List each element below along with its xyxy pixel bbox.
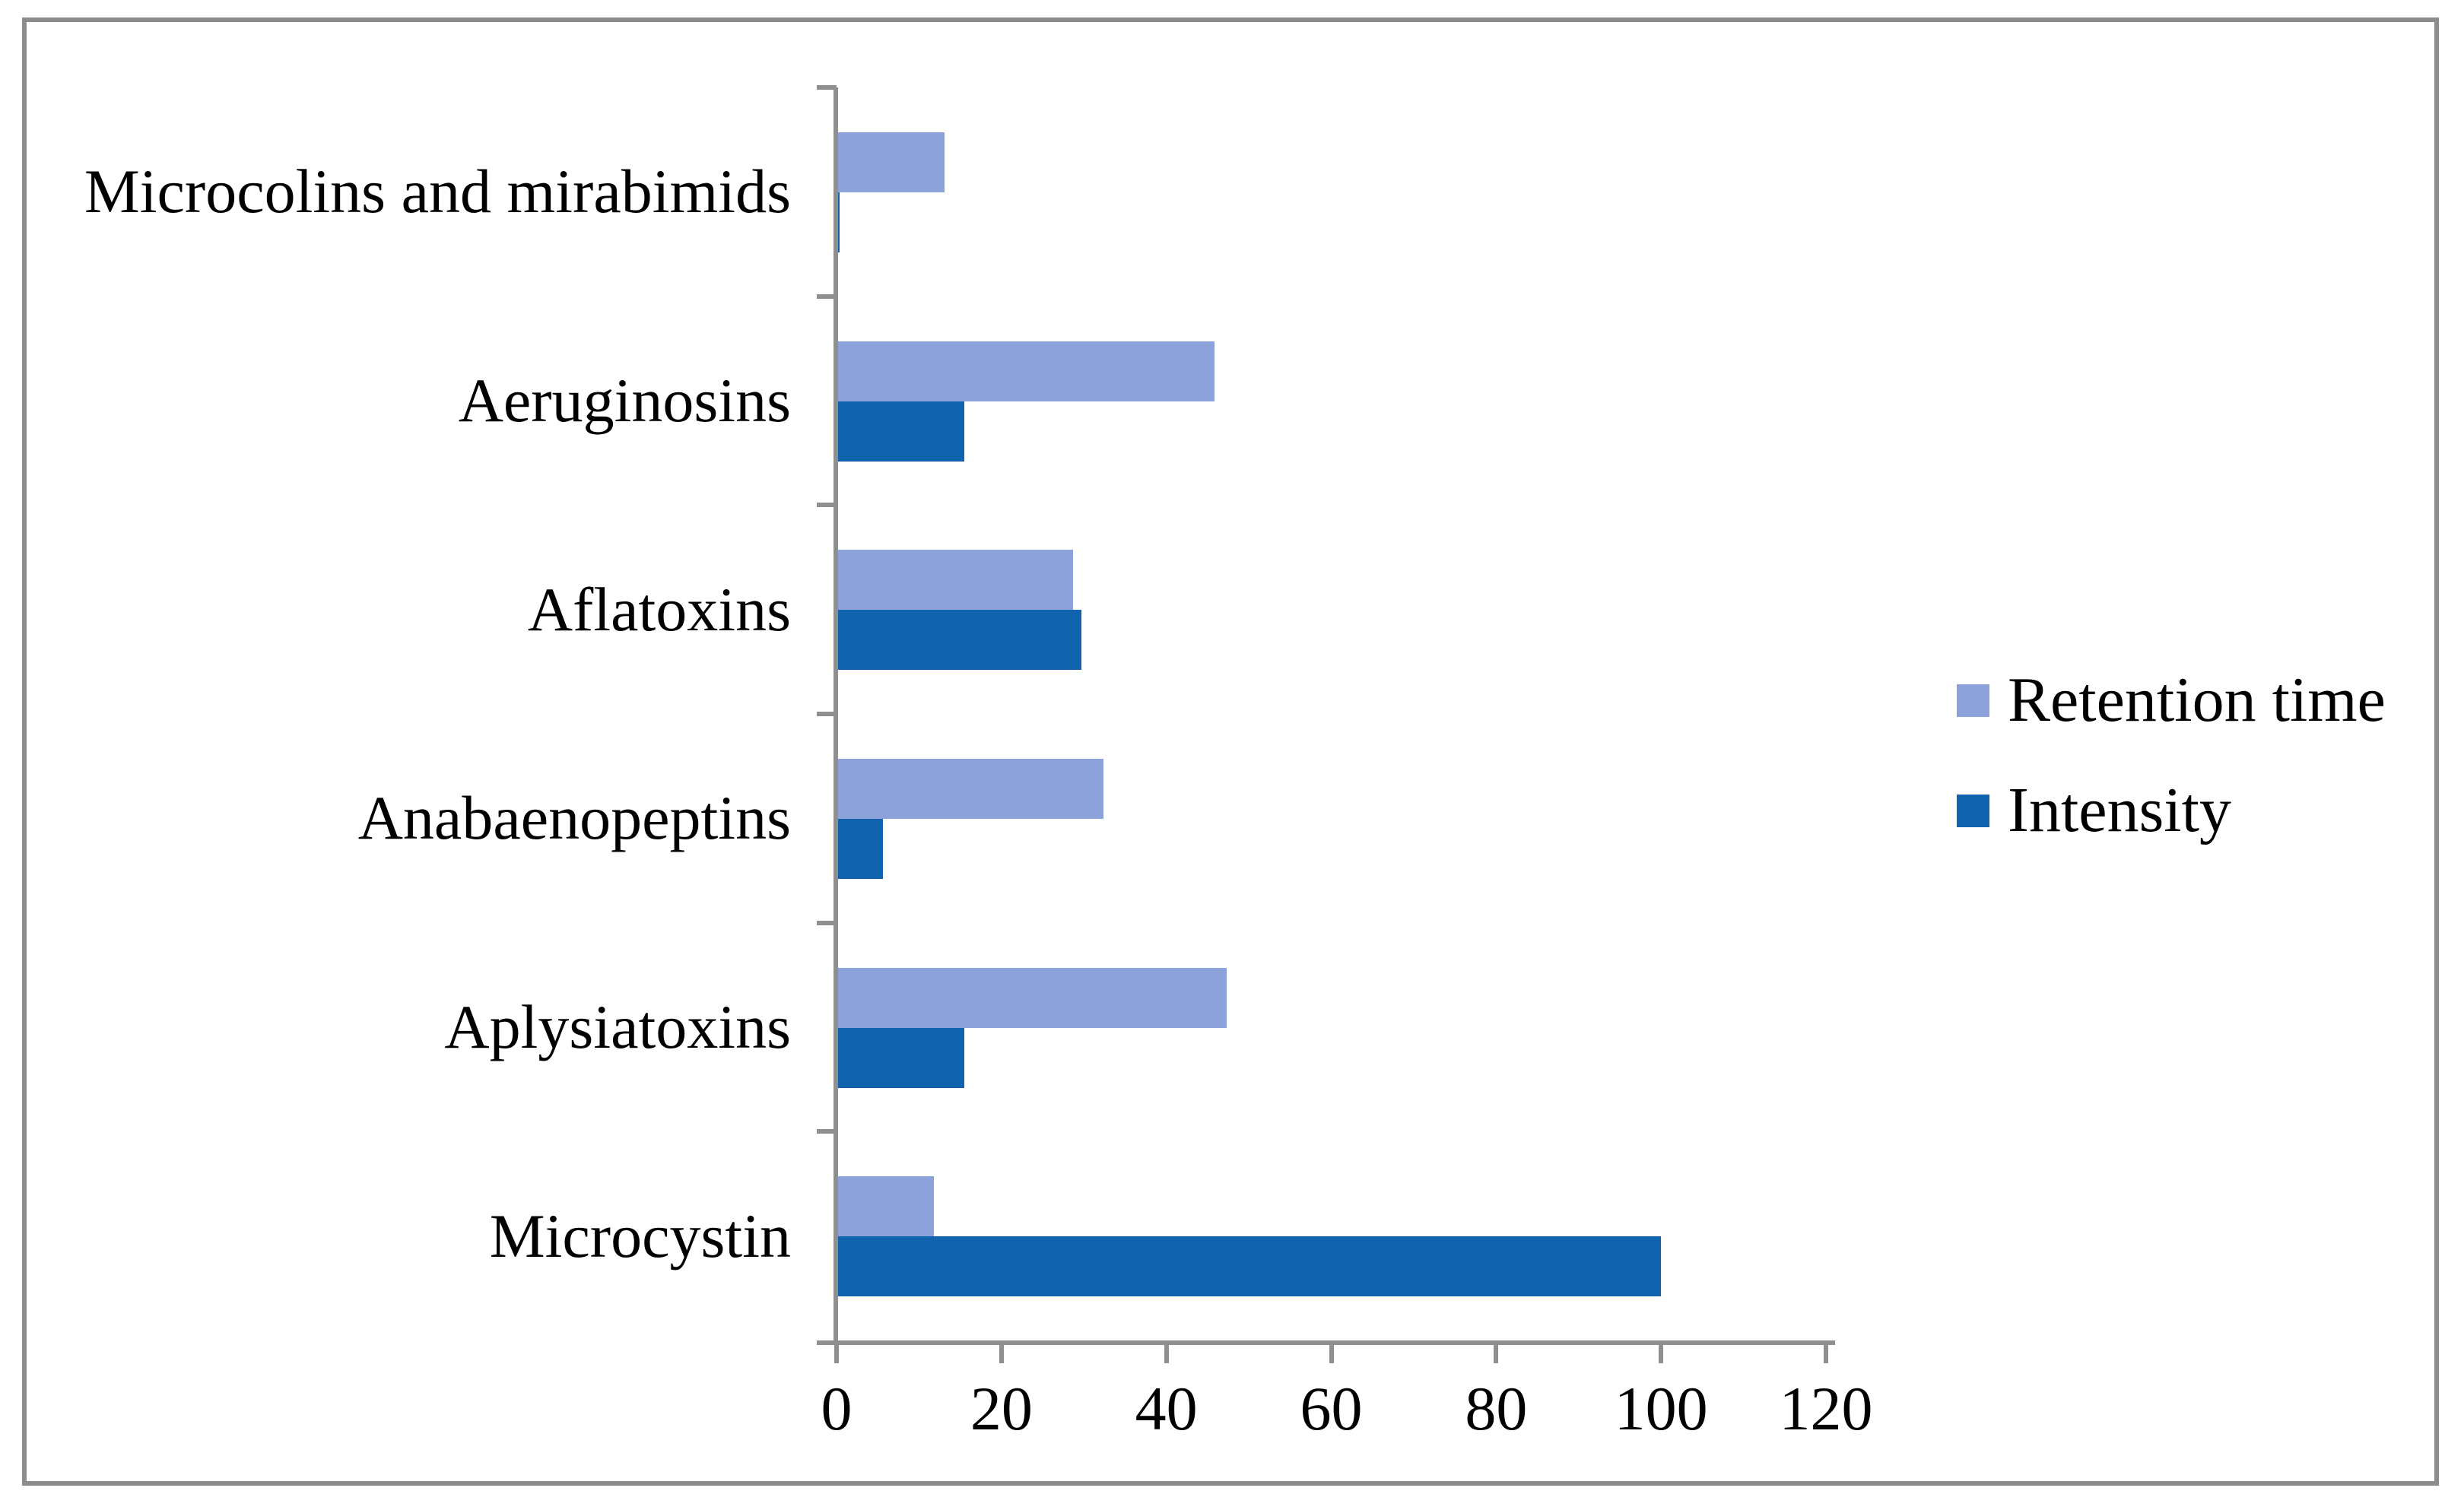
y-axis-tick xyxy=(817,1129,837,1134)
y-axis-tick xyxy=(817,293,837,299)
bar-intensity-microcolins-and-mirabimids xyxy=(838,192,840,252)
bar-intensity-aplysiatoxins xyxy=(838,1027,965,1088)
x-tick-label: 80 xyxy=(1465,1374,1528,1443)
bar-retention-time-aflatoxins xyxy=(838,550,1074,611)
x-axis-line xyxy=(817,1340,1835,1345)
x-axis-tick xyxy=(1659,1340,1664,1363)
x-tick-label: 100 xyxy=(1614,1374,1708,1443)
category-label-aeruginosins: Aeruginosins xyxy=(458,366,791,435)
x-axis-tick xyxy=(1824,1340,1828,1363)
y-axis-tick xyxy=(817,85,837,90)
y-axis-tick xyxy=(817,712,837,716)
x-axis-tick xyxy=(834,1340,839,1363)
bar-intensity-aeruginosins xyxy=(838,401,965,462)
y-axis-tick xyxy=(817,503,837,508)
category-label-aplysiatoxins: Aplysiatoxins xyxy=(444,992,791,1061)
x-axis-tick xyxy=(1494,1340,1499,1363)
x-tick-label: 60 xyxy=(1300,1374,1363,1443)
bar-intensity-microcystin xyxy=(838,1236,1662,1297)
category-label-aflatoxins: Aflatoxins xyxy=(527,574,791,644)
x-tick-label: 0 xyxy=(821,1374,853,1443)
x-tick-label: 40 xyxy=(1135,1374,1198,1443)
x-tick-label: 120 xyxy=(1779,1374,1873,1443)
category-label-microcolins-and-mirabimids: Microcolins and mirabimids xyxy=(84,157,791,227)
category-label-microcystin: Microcystin xyxy=(489,1201,791,1270)
x-axis-tick xyxy=(999,1340,1004,1363)
bar-intensity-anabaenopeptins xyxy=(838,819,883,879)
x-axis-tick xyxy=(1329,1340,1334,1363)
category-label-anabaenopeptins: Anabaenopeptins xyxy=(357,783,791,853)
bar-retention-time-microcolins-and-mirabimids xyxy=(838,132,945,192)
bar-retention-time-aplysiatoxins xyxy=(838,967,1227,1028)
chart-border xyxy=(22,17,2439,1486)
bar-retention-time-anabaenopeptins xyxy=(838,759,1104,819)
x-tick-label: 20 xyxy=(970,1374,1033,1443)
y-axis-tick xyxy=(817,920,837,925)
bar-retention-time-aeruginosins xyxy=(838,341,1215,401)
bar-intensity-aflatoxins xyxy=(838,610,1081,671)
bar-retention-time-microcystin xyxy=(838,1176,934,1237)
x-axis-tick xyxy=(1164,1340,1169,1363)
